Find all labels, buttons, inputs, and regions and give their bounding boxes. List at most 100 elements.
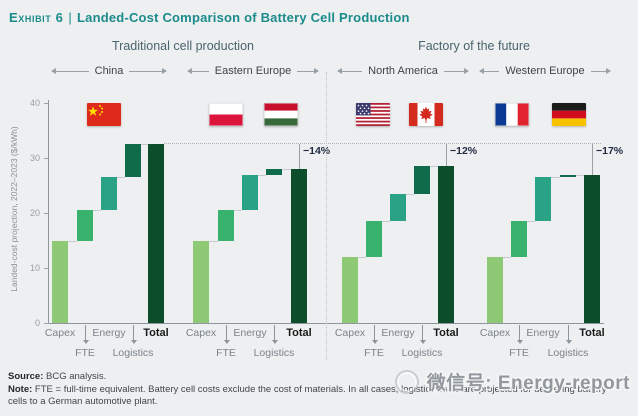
category-label-energy: Energy (381, 327, 415, 339)
bar-logistics (414, 166, 430, 194)
connector-line (234, 210, 242, 212)
bar-fte (366, 221, 382, 257)
category-label-fte: FTE (364, 347, 384, 359)
bar-logistics (125, 144, 141, 178)
connector-line (430, 166, 438, 168)
y-tick-mark (44, 158, 48, 159)
region-label-western-europe: Western Europe (478, 64, 612, 78)
category-label-logistics: Logistics (547, 347, 589, 359)
category-tick-arrow (371, 325, 378, 344)
bar-total (438, 166, 454, 323)
delta-reference-line (592, 144, 593, 175)
bar-logistics (266, 169, 282, 175)
connector-line (503, 257, 511, 258)
category-label-capex: Capex (334, 327, 366, 339)
title-separator: | (68, 10, 72, 25)
category-label-total: Total (143, 327, 169, 339)
bar-capex (193, 240, 209, 323)
title-text: Landed-Cost Comparison of Battery Cell P… (77, 10, 410, 25)
region-arrow-right (129, 68, 167, 74)
category-label-total: Total (433, 327, 459, 339)
page-title: Exhibit 6 | Landed-Cost Comparison of Batt… (9, 10, 410, 25)
connector-line (527, 221, 535, 223)
category-tick-arrow (271, 325, 278, 344)
y-tick-label: 20 (29, 208, 40, 218)
category-label-energy: Energy (92, 327, 126, 339)
canada-flag-icon (409, 103, 443, 126)
region-label-eastern-europe: Eastern Europe (187, 64, 319, 78)
bar-energy (242, 174, 258, 211)
france-flag-icon (495, 103, 529, 126)
category-tick-arrow (565, 325, 572, 344)
exhibit-number: Exhibit 6 (9, 10, 64, 25)
connector-line (382, 221, 390, 223)
region-arrow-left (478, 68, 500, 74)
category-tick-arrow (516, 325, 523, 344)
bar-total (148, 144, 164, 323)
note-label: Note: (8, 383, 33, 395)
bar-capex (52, 240, 68, 323)
note-line: Note: FTE = full-time equivalent. Batter… (8, 384, 624, 409)
connector-line (141, 144, 148, 146)
section-heading-future: Factory of the future (418, 39, 530, 53)
y-tick-mark (44, 268, 48, 269)
category-label-total: Total (579, 327, 605, 339)
connector-line (282, 169, 291, 170)
y-tick-label: 40 (29, 98, 40, 108)
y-tick-mark (44, 103, 48, 104)
y-tick-mark (44, 323, 48, 324)
bar-fte (511, 221, 527, 257)
bar-total (291, 169, 307, 323)
category-label-total: Total (286, 327, 312, 339)
note-text: FTE = full-time equivalent. Battery cell… (8, 383, 607, 408)
usa-flag-icon (356, 103, 390, 126)
category-label-capex: Capex (185, 327, 217, 339)
region-arrow-left (336, 68, 363, 74)
region-label-china: China (51, 64, 167, 78)
bar-logistics (560, 174, 576, 178)
source-text: BCG analysis. (46, 371, 107, 382)
section-heading-traditional: Traditional cell production (112, 39, 254, 53)
region-arrow-left (51, 68, 89, 74)
bar-capex (342, 257, 358, 323)
bar-energy (390, 193, 406, 222)
category-label-fte: FTE (75, 347, 95, 359)
bar-total (584, 174, 600, 323)
connector-line (68, 240, 77, 242)
connector-line (117, 177, 125, 179)
category-tick-arrow (82, 325, 89, 344)
connector-line (358, 257, 366, 258)
delta-label: −14% (303, 145, 331, 158)
delta-label: −17% (596, 145, 624, 158)
connector-line (576, 174, 584, 176)
category-tick-arrow (419, 325, 426, 344)
bar-energy (101, 177, 117, 211)
poland-flag-icon (209, 103, 243, 126)
connector-line (209, 240, 218, 242)
bar-fte (77, 210, 93, 241)
category-label-logistics: Logistics (112, 347, 154, 359)
connector-line (258, 174, 266, 176)
category-label-capex: Capex (44, 327, 76, 339)
y-tick-label: 10 (29, 263, 40, 273)
source-label: Source: (8, 371, 44, 382)
reference-dotted-line (164, 143, 601, 145)
y-tick-label: 0 (34, 318, 40, 328)
hungary-flag-icon (264, 103, 298, 126)
category-tick-arrow (130, 325, 137, 344)
region-name: North America (368, 65, 438, 77)
delta-reference-line (299, 144, 300, 169)
watermark-text: 微信号: Energy-report (426, 373, 630, 394)
category-tick-arrow (223, 325, 230, 344)
china-flag-icon (87, 103, 121, 126)
delta-label: −12% (450, 145, 478, 158)
region-label-north-america: North America (336, 64, 470, 78)
category-label-capex: Capex (479, 327, 511, 339)
region-name: Western Europe (505, 65, 585, 77)
section-divider (326, 72, 327, 360)
region-arrow-right (297, 68, 319, 74)
watermark: 微信号: Energy-report (394, 368, 630, 395)
region-name: China (94, 65, 124, 77)
bar-energy (535, 177, 551, 222)
